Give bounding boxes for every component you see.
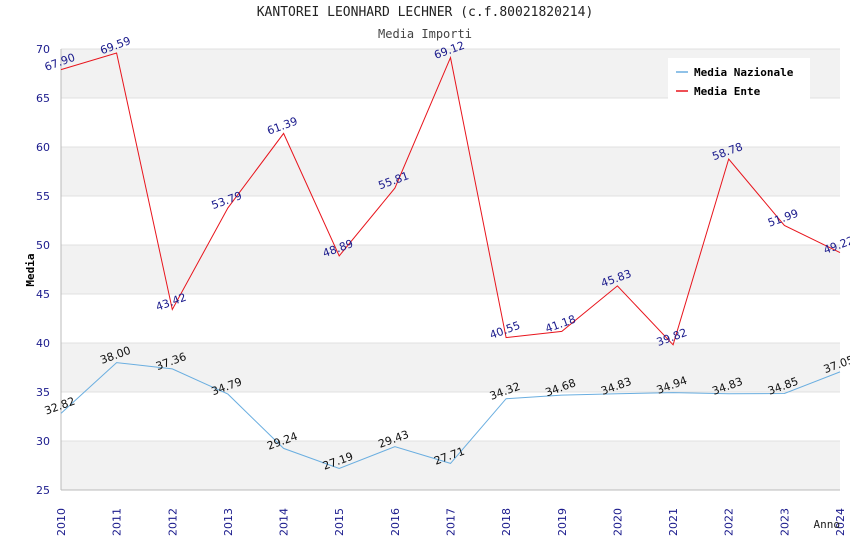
x-tick-label: 2010	[55, 508, 68, 536]
y-tick-label: 35	[36, 386, 50, 399]
x-tick-label: 2024	[834, 508, 847, 536]
y-tick-label: 70	[36, 43, 50, 56]
x-tick-label: 2012	[166, 508, 179, 536]
x-tick-label: 2018	[500, 508, 513, 536]
grid-band	[61, 147, 840, 196]
x-tick-label: 2015	[333, 508, 346, 536]
data-label: 61.39	[265, 115, 299, 138]
legend-label: Media Ente	[694, 85, 761, 98]
legend: Media Nazionale Media Ente	[668, 58, 810, 102]
x-tick-label: 2022	[723, 508, 736, 536]
x-tick-label: 2020	[611, 508, 624, 536]
y-axis-label: Media	[24, 253, 37, 286]
grid-band	[61, 441, 840, 490]
axes	[60, 49, 840, 491]
series-line	[60, 52, 841, 346]
legend-box	[668, 58, 810, 102]
x-tick-label: 2016	[389, 508, 402, 536]
data-label: 41.18	[544, 313, 578, 336]
x-tick-label: 2013	[222, 508, 235, 536]
x-tick-label: 2011	[111, 508, 124, 536]
y-tick-label: 30	[36, 435, 50, 448]
x-tick-label: 2021	[667, 508, 680, 536]
legend-label: Media Nazionale	[694, 66, 794, 79]
x-tick-label: 2017	[445, 508, 458, 536]
y-tick-labels: 25 30 35 40 45 50 55 60 65 70	[36, 43, 50, 497]
chart-subtitle: Media Importi	[378, 27, 472, 41]
y-tick-label: 45	[36, 288, 50, 301]
grid-band	[61, 245, 840, 294]
x-tick-label: 2019	[556, 508, 569, 536]
x-tick-labels: 2010 2011 2012 2013 2014 2015 2016 2017 2018 2019…	[55, 508, 847, 536]
x-tick-label: 2014	[278, 508, 291, 536]
y-tick-label: 65	[36, 92, 50, 105]
grid-bands	[61, 49, 840, 490]
series-line	[60, 362, 841, 470]
y-tick-label: 60	[36, 141, 50, 154]
x-axis-label: Anno	[814, 518, 841, 531]
grid-band	[61, 343, 840, 392]
data-label: 40.55	[488, 319, 522, 342]
x-tick-label: 2023	[778, 508, 791, 536]
y-tick-label: 50	[36, 239, 50, 252]
chart-title: KANTOREI LEONHARD LECHNER (c.f.800218202…	[256, 5, 594, 20]
y-tick-label: 55	[36, 190, 50, 203]
y-tick-label: 25	[36, 484, 50, 497]
series-lines	[60, 52, 841, 470]
y-tick-label: 40	[36, 337, 50, 350]
